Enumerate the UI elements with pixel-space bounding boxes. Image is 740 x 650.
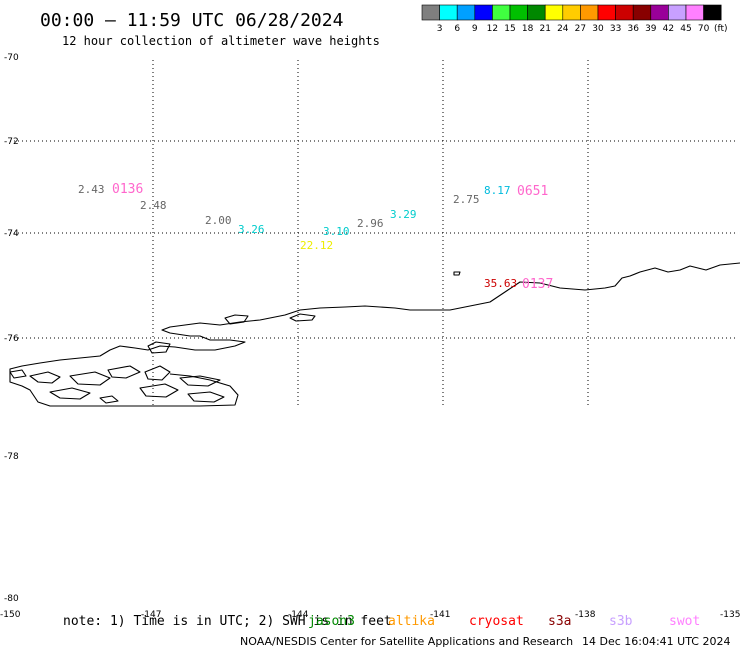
color-scale-label: 12 bbox=[487, 24, 498, 34]
color-scale-label: 42 bbox=[663, 24, 674, 34]
obs-label: 2.75 bbox=[453, 193, 480, 206]
color-swatch bbox=[474, 4, 493, 21]
island bbox=[187, 391, 225, 403]
lat-label: -72 bbox=[4, 137, 19, 147]
color-scale-label: 39 bbox=[645, 24, 657, 34]
longitude-labels: -150 -147 -144 -141 -138 -135 bbox=[0, 610, 740, 620]
island bbox=[99, 395, 119, 404]
obs-label: 2.43 bbox=[78, 183, 105, 196]
observation-labels: 2.43 0136 2.48 2.00 3.26 22.12 3.10 2.96… bbox=[78, 182, 553, 292]
obs-label: 2.96 bbox=[357, 217, 384, 230]
color-swatch bbox=[544, 4, 564, 21]
color-swatch bbox=[615, 4, 634, 21]
color-scale-label: 36 bbox=[627, 24, 639, 34]
color-scale-label: 45 bbox=[680, 24, 691, 34]
island bbox=[9, 369, 27, 379]
color-swatch bbox=[703, 4, 722, 21]
obs-label: 2.00 bbox=[205, 214, 232, 227]
color-swatch bbox=[527, 4, 546, 21]
color-scale-label: 15 bbox=[504, 24, 515, 34]
generation-timestamp: 14 Dec 16:04:41 UTC 2024 bbox=[582, 635, 730, 648]
lat-label: -78 bbox=[4, 452, 19, 462]
color-scale-label: 6 bbox=[454, 24, 460, 34]
color-swatch bbox=[492, 4, 511, 21]
coastline bbox=[9, 262, 740, 407]
latitude-labels: -70 -72 -74 -76 -78 -80 bbox=[4, 53, 19, 604]
color-scale-label: 30 bbox=[592, 24, 604, 34]
color-swatch bbox=[439, 4, 458, 21]
footer-note: note: 1) Time is in UTC; 2) SWH is in fe… bbox=[63, 614, 392, 629]
color-scale-label: 24 bbox=[557, 24, 569, 34]
color-swatch bbox=[597, 4, 616, 21]
color-swatch bbox=[650, 4, 669, 21]
satellite-name: cryosat bbox=[469, 614, 524, 629]
color-scale-label: 70 bbox=[698, 24, 710, 34]
color-scale-label: 3 bbox=[437, 24, 443, 34]
lat-label: -76 bbox=[4, 334, 19, 344]
satellite-name: swot bbox=[669, 614, 700, 629]
page-subtitle: 12 hour collection of altimeter wave hei… bbox=[62, 34, 380, 48]
color-scale-unit: (ft) bbox=[714, 24, 728, 34]
color-swatch bbox=[562, 4, 581, 21]
color-scale-legend: 3 6 9 12 15 18 21 24 27 30 33 36 39 42 45 70 (ft) bbox=[421, 4, 728, 34]
color-swatch bbox=[456, 4, 476, 21]
island bbox=[179, 375, 221, 387]
color-swatch bbox=[632, 4, 652, 21]
island bbox=[29, 371, 61, 384]
satellite-legend: jason3 altika cryosat s3a s3b swot bbox=[308, 614, 700, 629]
obs-label: 0651 bbox=[517, 184, 548, 199]
island bbox=[107, 365, 141, 379]
island bbox=[147, 341, 171, 354]
satellite-name: s3a bbox=[548, 614, 571, 629]
lon-label: -138 bbox=[575, 610, 596, 620]
coastline-main bbox=[9, 262, 740, 407]
obs-label: 8.17 bbox=[484, 184, 511, 197]
color-swatch bbox=[685, 4, 704, 21]
obs-label: 0136 bbox=[112, 182, 143, 197]
island bbox=[224, 314, 249, 325]
lon-label: -147 bbox=[141, 610, 161, 620]
obs-label: 22.12 bbox=[300, 239, 333, 252]
color-scale-label: 18 bbox=[522, 24, 534, 34]
color-scale-label: 27 bbox=[575, 24, 586, 34]
island bbox=[139, 383, 179, 398]
obs-label: 3.26 bbox=[238, 223, 265, 236]
lat-label: -80 bbox=[4, 594, 19, 604]
island bbox=[69, 371, 111, 386]
island bbox=[144, 365, 171, 381]
color-swatch bbox=[668, 4, 687, 21]
satellite-name: altika bbox=[388, 614, 435, 629]
graticule bbox=[10, 60, 735, 405]
satellite-name: jason3 bbox=[308, 614, 355, 629]
color-swatch bbox=[580, 4, 599, 21]
color-swatch bbox=[509, 4, 528, 21]
color-swatch bbox=[421, 4, 440, 21]
lon-label: -150 bbox=[0, 610, 21, 620]
island bbox=[289, 313, 316, 322]
obs-label: 35.63 bbox=[484, 277, 517, 290]
obs-label: 0137 bbox=[522, 277, 553, 292]
lon-label: -141 bbox=[430, 610, 450, 620]
obs-label: 2.48 bbox=[140, 199, 167, 212]
color-scale-label: 33 bbox=[610, 24, 621, 34]
color-scale-label: 21 bbox=[539, 24, 550, 34]
lat-label: -70 bbox=[4, 53, 19, 63]
credit-text: NOAA/NESDIS Center for Satellite Applica… bbox=[240, 635, 573, 648]
obs-label: 3.29 bbox=[390, 208, 417, 221]
island bbox=[49, 387, 91, 400]
lon-label: -135 bbox=[720, 610, 740, 620]
page-title: 00:00 – 11:59 UTC 06/28/2024 bbox=[40, 10, 343, 31]
color-scale-label: 9 bbox=[472, 24, 478, 34]
obs-label: 3.10 bbox=[323, 225, 350, 238]
satellite-name: s3b bbox=[609, 614, 633, 629]
island bbox=[453, 271, 461, 276]
lat-label: -74 bbox=[4, 229, 19, 239]
lon-label: -144 bbox=[288, 610, 309, 620]
